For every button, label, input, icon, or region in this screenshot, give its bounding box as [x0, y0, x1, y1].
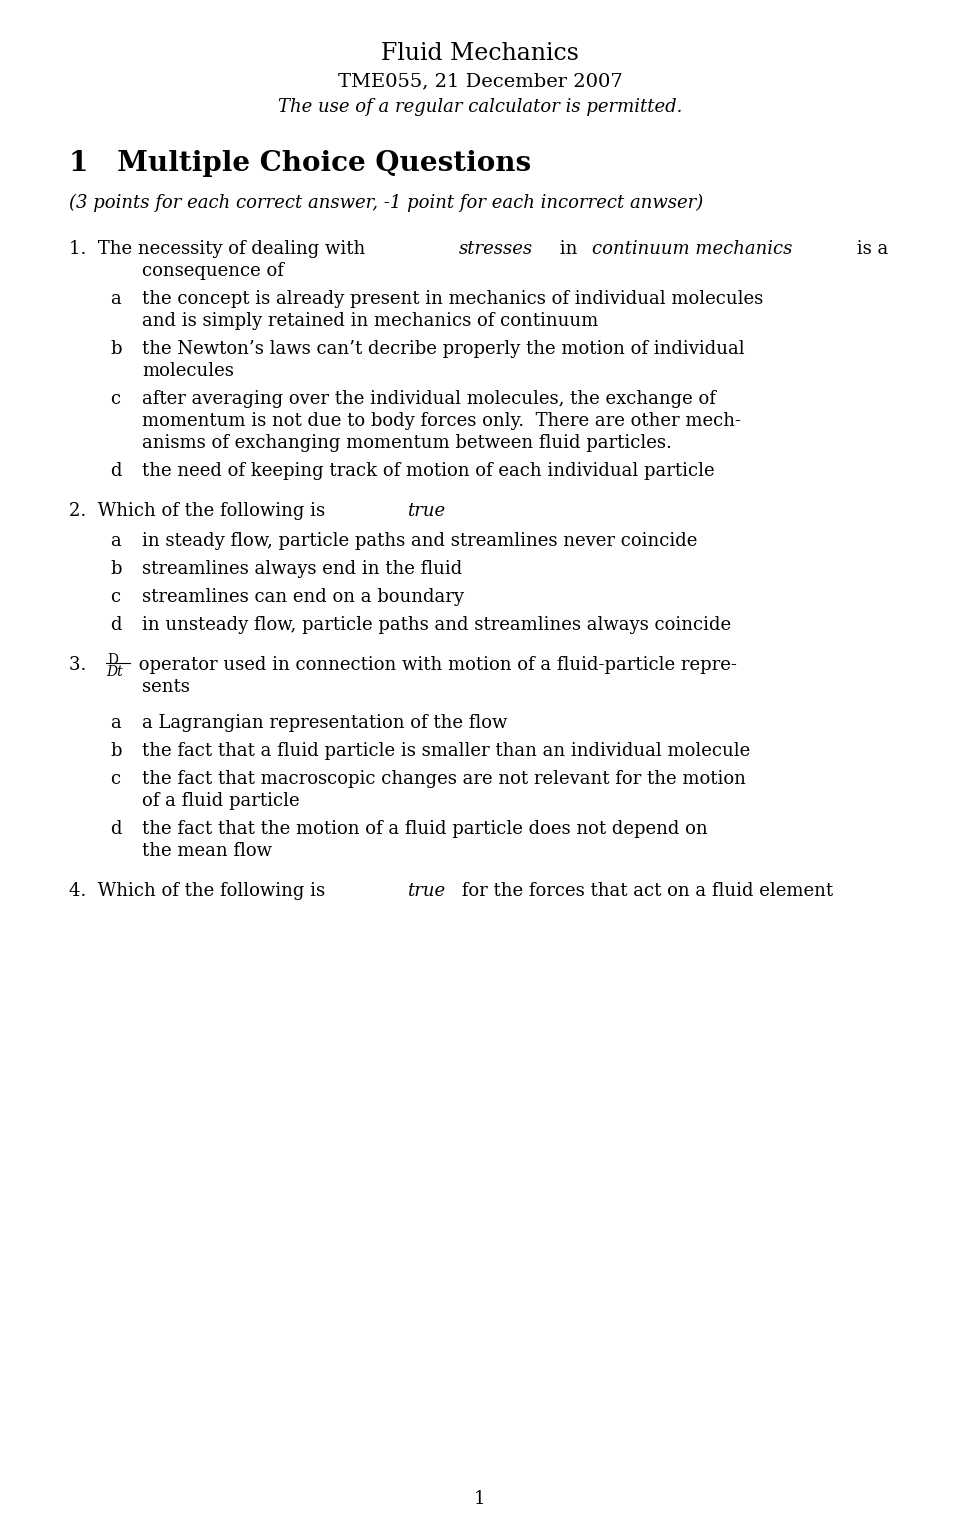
Text: true: true: [407, 882, 445, 900]
Text: d: d: [110, 819, 122, 838]
Text: momentum is not due to body forces only.  There are other mech-: momentum is not due to body forces only.…: [142, 412, 741, 430]
Text: D: D: [108, 654, 118, 667]
Text: c: c: [110, 771, 121, 787]
Text: 4.  Which of the following is: 4. Which of the following is: [69, 882, 331, 900]
Text: consequence of: consequence of: [142, 261, 284, 280]
Text: in: in: [555, 240, 584, 258]
Text: b: b: [110, 742, 122, 760]
Text: 1   Multiple Choice Questions: 1 Multiple Choice Questions: [69, 150, 531, 176]
Text: operator used in connection with motion of a fluid-particle repre-: operator used in connection with motion …: [133, 657, 737, 673]
Text: 1.  The necessity of dealing with: 1. The necessity of dealing with: [69, 240, 372, 258]
Text: the fact that the motion of a fluid particle does not depend on: the fact that the motion of a fluid part…: [142, 819, 708, 838]
Text: c: c: [110, 391, 121, 407]
Text: streamlines always end in the fluid: streamlines always end in the fluid: [142, 559, 463, 578]
Text: the fact that a fluid particle is smaller than an individual molecule: the fact that a fluid particle is smalle…: [142, 742, 751, 760]
Text: the need of keeping track of motion of each individual particle: the need of keeping track of motion of e…: [142, 462, 714, 480]
Text: streamlines can end on a boundary: streamlines can end on a boundary: [142, 588, 464, 606]
Text: sents: sents: [142, 678, 190, 696]
Text: d: d: [110, 462, 122, 480]
Text: (3 points for each correct answer, -1 point for each incorrect anwser): (3 points for each correct answer, -1 po…: [69, 195, 704, 213]
Text: 2.  Which of the following is: 2. Which of the following is: [69, 502, 331, 520]
Text: molecules: molecules: [142, 362, 234, 380]
Text: a Lagrangian representation of the flow: a Lagrangian representation of the flow: [142, 714, 508, 733]
Text: and is simply retained in mechanics of continuum: and is simply retained in mechanics of c…: [142, 312, 598, 330]
Text: in steady flow, particle paths and streamlines never coincide: in steady flow, particle paths and strea…: [142, 532, 698, 550]
Text: for the forces that act on a fluid element: for the forces that act on a fluid eleme…: [456, 882, 833, 900]
Text: the Newton’s laws can’t decribe properly the motion of individual: the Newton’s laws can’t decribe properly…: [142, 340, 745, 359]
Text: anisms of exchanging momentum between fluid particles.: anisms of exchanging momentum between fl…: [142, 435, 672, 451]
Text: 3.: 3.: [69, 657, 98, 673]
Text: Fluid Mechanics: Fluid Mechanics: [381, 43, 579, 65]
Text: b: b: [110, 340, 122, 359]
Text: a: a: [110, 714, 121, 733]
Text: is a: is a: [851, 240, 888, 258]
Text: c: c: [110, 588, 121, 606]
Text: of a fluid particle: of a fluid particle: [142, 792, 300, 810]
Text: b: b: [110, 559, 122, 578]
Text: d: d: [110, 616, 122, 634]
Text: in unsteady flow, particle paths and streamlines always coincide: in unsteady flow, particle paths and str…: [142, 616, 732, 634]
Text: Dt: Dt: [107, 666, 123, 679]
Text: 1: 1: [474, 1490, 486, 1508]
Text: after averaging over the individual molecules, the exchange of: after averaging over the individual mole…: [142, 391, 716, 407]
Text: the fact that macroscopic changes are not relevant for the motion: the fact that macroscopic changes are no…: [142, 771, 746, 787]
Text: continuum mechanics: continuum mechanics: [592, 240, 792, 258]
Text: The use of a regular calculator is permitted.: The use of a regular calculator is permi…: [277, 97, 683, 116]
Text: a: a: [110, 532, 121, 550]
Text: the mean flow: the mean flow: [142, 842, 272, 860]
Text: TME055, 21 December 2007: TME055, 21 December 2007: [338, 71, 622, 90]
Text: stresses: stresses: [459, 240, 533, 258]
Text: true: true: [407, 502, 445, 520]
Text: the concept is already present in mechanics of individual molecules: the concept is already present in mechan…: [142, 290, 763, 309]
Text: a: a: [110, 290, 121, 309]
